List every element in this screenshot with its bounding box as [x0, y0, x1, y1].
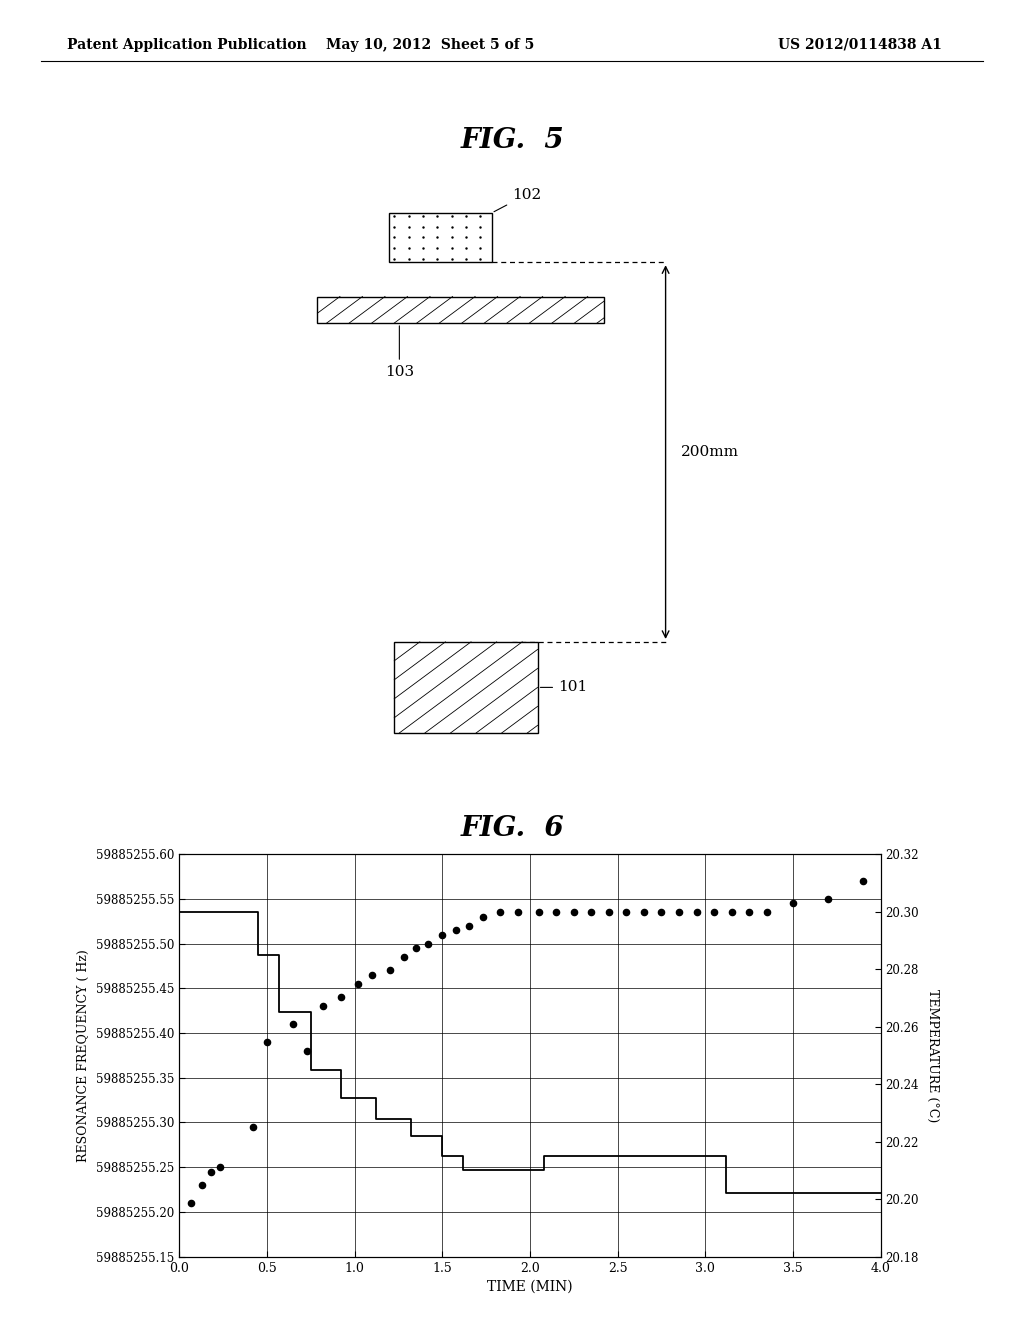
Point — [530, 902, 547, 923]
X-axis label: TIME (MIN): TIME (MIN) — [487, 1280, 572, 1294]
Bar — [317, 297, 604, 323]
Point — [408, 937, 424, 958]
Text: 200mm: 200mm — [681, 445, 739, 459]
Point — [492, 902, 508, 923]
Point — [259, 1031, 275, 1052]
Point — [548, 902, 564, 923]
Text: FIG.  5: FIG. 5 — [460, 128, 564, 154]
Point — [395, 946, 412, 968]
Point — [245, 1117, 261, 1138]
Text: 101: 101 — [541, 680, 588, 694]
Point — [671, 902, 687, 923]
Point — [759, 902, 775, 923]
Point — [688, 902, 705, 923]
Point — [299, 1040, 315, 1061]
Bar — [394, 642, 538, 733]
Point — [583, 902, 599, 923]
Bar — [389, 213, 492, 263]
Point — [285, 1014, 301, 1035]
Point — [183, 1192, 200, 1213]
Point — [618, 902, 635, 923]
Point — [364, 964, 380, 985]
Point — [381, 960, 397, 981]
Point — [706, 902, 722, 923]
Point — [474, 906, 490, 927]
Point — [723, 902, 739, 923]
Text: 103: 103 — [385, 326, 414, 379]
Point — [855, 870, 871, 891]
Point — [820, 888, 837, 909]
Point — [510, 902, 526, 923]
Point — [601, 902, 617, 923]
Text: 102: 102 — [494, 187, 542, 211]
Point — [565, 902, 582, 923]
Point — [449, 920, 465, 941]
Point — [461, 915, 477, 936]
Y-axis label: RESONANCE FREQUENCY ( Hz): RESONANCE FREQUENCY ( Hz) — [78, 949, 90, 1162]
Text: FIG.  6: FIG. 6 — [460, 816, 564, 842]
Point — [741, 902, 758, 923]
Y-axis label: TEMPERATURE (°C): TEMPERATURE (°C) — [926, 989, 939, 1122]
Point — [194, 1175, 210, 1196]
Point — [203, 1162, 219, 1183]
Point — [350, 973, 367, 994]
Point — [653, 902, 670, 923]
Text: May 10, 2012  Sheet 5 of 5: May 10, 2012 Sheet 5 of 5 — [326, 38, 535, 51]
Point — [420, 933, 436, 954]
Point — [333, 986, 349, 1007]
Text: Patent Application Publication: Patent Application Publication — [67, 38, 306, 51]
Point — [636, 902, 652, 923]
Point — [314, 995, 331, 1016]
Point — [434, 924, 451, 945]
Point — [784, 892, 801, 913]
Point — [211, 1156, 227, 1177]
Text: US 2012/0114838 A1: US 2012/0114838 A1 — [778, 38, 942, 51]
